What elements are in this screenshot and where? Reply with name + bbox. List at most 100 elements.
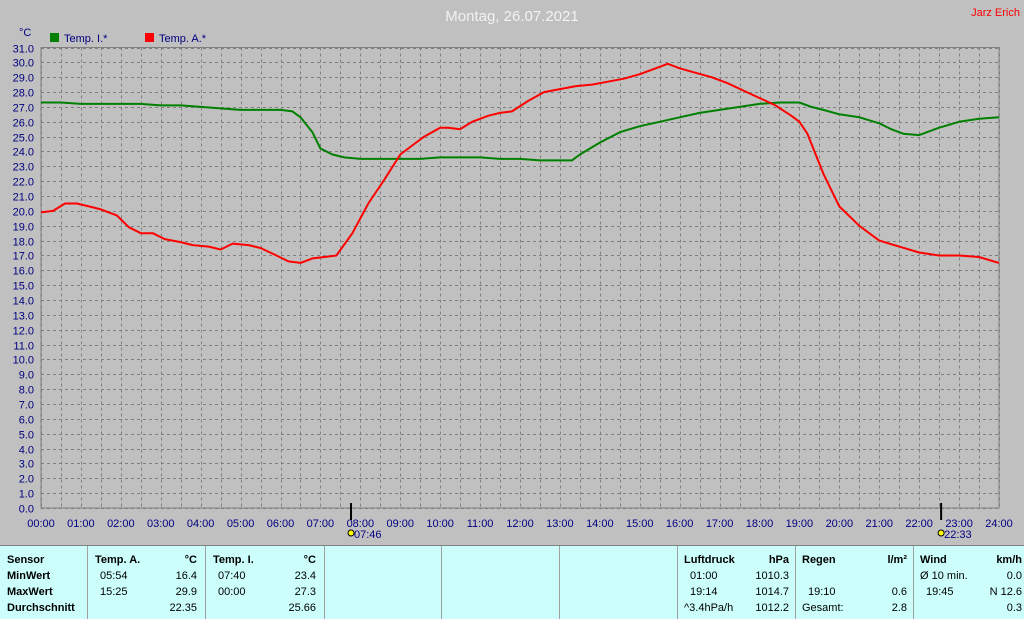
temp-i-min-time: 07:40 bbox=[218, 570, 246, 582]
empty-column-2 bbox=[442, 546, 560, 619]
luftdruck-column: Luftdruck hPa 01:00 1010.3 19:14 1014.7 … bbox=[678, 546, 796, 619]
y-tick-label: 4.0 bbox=[19, 445, 34, 457]
y-tick-label: 15.0 bbox=[13, 281, 34, 293]
y-axis-ticks: 0.0 1.0 2.0 3.0 4.0 5.0 6.0 7.0 8.0 9.0 10.0 11.0 12… bbox=[13, 44, 34, 516]
y-tick-label: 3.0 bbox=[19, 459, 34, 471]
wind-avg-label: Ø 10 min. bbox=[920, 570, 968, 582]
y-axis-unit: °C bbox=[19, 27, 31, 39]
wind-column: Wind km/h Ø 10 min. 0.0 19:45 N 12.6 0.3 bbox=[914, 546, 1024, 619]
x-tick-label: 23:00 bbox=[945, 518, 973, 530]
regen-total-value: 2.8 bbox=[891, 602, 907, 614]
luftdruck-max-time: 19:14 bbox=[690, 586, 718, 598]
sunset-icon bbox=[937, 529, 945, 537]
temp-a-max-value: 29.9 bbox=[175, 586, 197, 598]
marker-label: 22:33 bbox=[944, 529, 972, 541]
x-tick-label: 20:00 bbox=[826, 518, 854, 530]
y-tick-label: 16.0 bbox=[13, 266, 34, 278]
regen-total-label: Gesamt: bbox=[802, 602, 844, 614]
marker-label: 07:46 bbox=[354, 529, 382, 541]
x-tick-label: 07:00 bbox=[307, 518, 335, 530]
luftdruck-min-value: 1010.3 bbox=[755, 570, 789, 582]
x-tick-label: 11:00 bbox=[467, 518, 494, 530]
legend-swatch-temp-i bbox=[50, 33, 59, 42]
x-tick-label: 05:00 bbox=[227, 518, 255, 530]
x-tick-label: 10:00 bbox=[426, 518, 454, 530]
y-tick-label: 31.0 bbox=[13, 44, 34, 56]
temp-i-min-value: 23.4 bbox=[294, 570, 316, 582]
temp-i-column: Temp. I. °C 07:40 23.4 00:00 27.3 25.66 bbox=[206, 546, 325, 619]
temp-a-min-value: 16.4 bbox=[175, 570, 197, 582]
regen-header: Regen bbox=[802, 554, 836, 566]
y-tick-label: 27.0 bbox=[13, 103, 34, 115]
row-label-min: MinWert bbox=[7, 570, 51, 582]
y-tick-label: 2.0 bbox=[19, 474, 34, 486]
legend-label-temp-i: Temp. I.* bbox=[64, 33, 108, 45]
x-tick-label: 19:00 bbox=[786, 518, 814, 530]
luftdruck-trend-label: ^3.4hPa/h bbox=[684, 602, 734, 614]
luftdruck-unit: hPa bbox=[768, 554, 789, 566]
row-label-avg: Durchschnitt bbox=[7, 602, 75, 614]
x-tick-label: 15:00 bbox=[626, 518, 654, 530]
x-tick-label: 02:00 bbox=[107, 518, 135, 530]
wind-unit: km/h bbox=[996, 554, 1022, 566]
empty-column-3 bbox=[560, 546, 678, 619]
legend-label-temp-a: Temp. A.* bbox=[159, 33, 207, 45]
empty-column-1 bbox=[325, 546, 442, 619]
y-tick-label: 26.0 bbox=[13, 118, 34, 130]
luftdruck-min-time: 01:00 bbox=[690, 570, 718, 582]
y-tick-label: 1.0 bbox=[19, 489, 34, 501]
y-tick-label: 20.0 bbox=[13, 207, 34, 219]
x-tick-label: 22:00 bbox=[905, 518, 933, 530]
y-tick-label: 9.0 bbox=[19, 370, 34, 382]
y-tick-label: 6.0 bbox=[19, 415, 34, 427]
regen-time: 19:10 bbox=[808, 586, 836, 598]
x-tick-label: 03:00 bbox=[147, 518, 175, 530]
time-markers: 07:46 22:33 bbox=[347, 503, 972, 541]
x-tick-label: 04:00 bbox=[187, 518, 215, 530]
author-label: Jarz Erich bbox=[971, 7, 1020, 19]
chart-title: Montag, 26.07.2021 bbox=[445, 8, 578, 25]
x-tick-label: 14:00 bbox=[586, 518, 614, 530]
y-tick-label: 11.0 bbox=[13, 341, 34, 353]
y-tick-label: 21.0 bbox=[13, 192, 34, 204]
y-tick-label: 24.0 bbox=[13, 147, 34, 159]
wind-last-value: 0.3 bbox=[1006, 602, 1022, 614]
x-tick-label: 16:00 bbox=[666, 518, 694, 530]
sensor-header: Sensor bbox=[7, 554, 45, 566]
wind-avg-value: 0.0 bbox=[1006, 570, 1022, 582]
y-tick-label: 19.0 bbox=[13, 222, 34, 234]
y-tick-label: 7.0 bbox=[19, 400, 34, 412]
series-line-temp-a bbox=[40, 62, 1000, 264]
y-tick-label: 14.0 bbox=[13, 296, 34, 308]
temp-a-column: Temp. A. °C 05:54 16.4 15:25 29.9 22.35 bbox=[88, 546, 206, 619]
x-tick-label: 18:00 bbox=[746, 518, 774, 530]
y-tick-label: 5.0 bbox=[19, 430, 34, 442]
x-tick-label: 24:00 bbox=[985, 518, 1013, 530]
regen-column: Regen l/m² 19:10 0.6 Gesamt: 2.8 bbox=[796, 546, 914, 619]
series-lines bbox=[40, 62, 1000, 264]
series-line-temp-i bbox=[41, 101, 1000, 162]
sensor-column: Sensor MinWert MaxWert Durchschnitt bbox=[0, 546, 88, 619]
row-label-max: MaxWert bbox=[7, 586, 53, 598]
y-tick-label: 23.0 bbox=[13, 162, 34, 174]
temp-a-min-time: 05:54 bbox=[100, 570, 128, 582]
wind-gust-time: 19:45 bbox=[926, 586, 954, 598]
statistics-panel: Sensor MinWert MaxWert Durchschnitt Temp… bbox=[0, 545, 1024, 619]
temperature-chart: Montag, 26.07.2021 Jarz Erich °C Temp. I… bbox=[13, 7, 1020, 541]
temp-i-unit: °C bbox=[303, 554, 316, 566]
luftdruck-header: Luftdruck bbox=[684, 554, 735, 566]
x-tick-label: 00:00 bbox=[27, 518, 55, 530]
regen-value: 0.6 bbox=[891, 586, 907, 598]
x-axis-ticks: 00:00 01:00 02:00 03:00 04:00 05:00 06:00 07:00… bbox=[27, 518, 1013, 530]
temp-i-max-value: 27.3 bbox=[294, 586, 316, 598]
y-tick-label: 17.0 bbox=[13, 251, 34, 263]
temp-a-header: Temp. A. bbox=[95, 554, 141, 566]
y-tick-label: 12.0 bbox=[13, 326, 34, 338]
y-tick-label: 28.0 bbox=[13, 88, 34, 100]
x-tick-label: 17:00 bbox=[706, 518, 734, 530]
y-tick-label: 13.0 bbox=[13, 311, 34, 323]
y-tick-label: 29.0 bbox=[13, 73, 34, 85]
x-tick-label: 13:00 bbox=[546, 518, 574, 530]
x-tick-label: 21:00 bbox=[865, 518, 893, 530]
temp-a-unit: °C bbox=[184, 554, 197, 566]
